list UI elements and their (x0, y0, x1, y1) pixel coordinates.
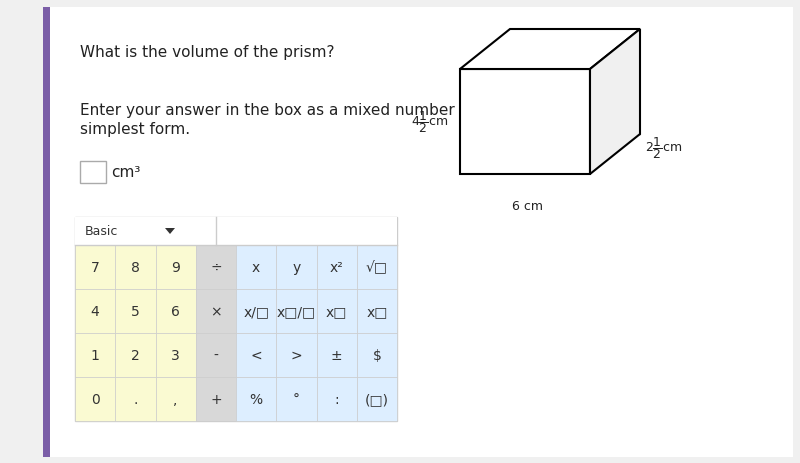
Text: x□/□: x□/□ (277, 304, 316, 319)
Polygon shape (165, 229, 175, 234)
Bar (236, 333, 276, 377)
Bar (155, 289, 196, 333)
Text: ,: , (174, 392, 178, 406)
Text: What is the volume of the prism?: What is the volume of the prism? (80, 44, 334, 59)
Polygon shape (460, 30, 640, 70)
Text: x□: x□ (366, 304, 387, 319)
Bar (115, 289, 155, 333)
Text: 1: 1 (90, 348, 99, 362)
Text: x²: x² (330, 260, 343, 275)
Text: ±: ± (331, 348, 342, 362)
Text: 8: 8 (131, 260, 140, 275)
Bar (75, 333, 115, 377)
Bar (236, 289, 276, 333)
Polygon shape (460, 70, 590, 175)
Text: ×: × (210, 304, 222, 319)
Text: :: : (334, 392, 339, 406)
Text: Enter your answer in the box as a mixed number in: Enter your answer in the box as a mixed … (80, 102, 474, 117)
Bar (276, 333, 317, 377)
Bar (75, 289, 115, 333)
Text: %: % (250, 392, 262, 406)
Text: Basic: Basic (85, 225, 118, 238)
Bar (196, 333, 236, 377)
Text: 0: 0 (90, 392, 99, 406)
Text: 6 cm: 6 cm (511, 200, 542, 213)
Bar (236, 245, 276, 289)
Text: 6: 6 (171, 304, 180, 319)
Text: √□: √□ (366, 260, 388, 275)
Bar (357, 245, 397, 289)
Bar (357, 377, 397, 421)
Text: $4\dfrac{1}{2}$cm: $4\dfrac{1}{2}$cm (410, 109, 448, 135)
Text: (□): (□) (365, 392, 389, 406)
Bar (196, 289, 236, 333)
Bar (75, 245, 115, 289)
Bar (276, 377, 317, 421)
Text: 5: 5 (131, 304, 140, 319)
Bar (75, 218, 397, 421)
Text: x: x (252, 260, 260, 275)
Text: 9: 9 (171, 260, 180, 275)
Bar (80, 162, 106, 184)
Bar (317, 377, 357, 421)
Bar (43, 8, 50, 457)
Text: 4: 4 (90, 304, 99, 319)
Bar (155, 245, 196, 289)
Text: 7: 7 (90, 260, 99, 275)
Text: y: y (292, 260, 301, 275)
Text: $: $ (373, 348, 382, 362)
Bar (317, 289, 357, 333)
Text: x□: x□ (326, 304, 347, 319)
Bar (357, 333, 397, 377)
Bar (276, 245, 317, 289)
Text: simplest form.: simplest form. (80, 122, 190, 137)
Text: x/□: x/□ (243, 304, 269, 319)
Text: °: ° (293, 392, 300, 406)
Bar (75, 218, 397, 245)
Bar (155, 377, 196, 421)
Text: -: - (214, 348, 218, 362)
Bar (115, 377, 155, 421)
Text: cm³: cm³ (111, 165, 140, 180)
Bar (115, 333, 155, 377)
Bar (236, 377, 276, 421)
Text: .: . (133, 392, 138, 406)
Text: <: < (250, 348, 262, 362)
Text: 3: 3 (171, 348, 180, 362)
Polygon shape (590, 30, 640, 175)
Text: +: + (210, 392, 222, 406)
Text: $2\dfrac{1}{2}$cm: $2\dfrac{1}{2}$cm (645, 135, 682, 161)
Bar (196, 377, 236, 421)
Bar (317, 333, 357, 377)
Text: >: > (290, 348, 302, 362)
Text: 2: 2 (131, 348, 140, 362)
Bar (276, 289, 317, 333)
Text: ÷: ÷ (210, 260, 222, 275)
Bar (357, 289, 397, 333)
Bar (155, 333, 196, 377)
Bar (115, 245, 155, 289)
Bar (75, 377, 115, 421)
Bar (317, 245, 357, 289)
Bar (196, 245, 236, 289)
